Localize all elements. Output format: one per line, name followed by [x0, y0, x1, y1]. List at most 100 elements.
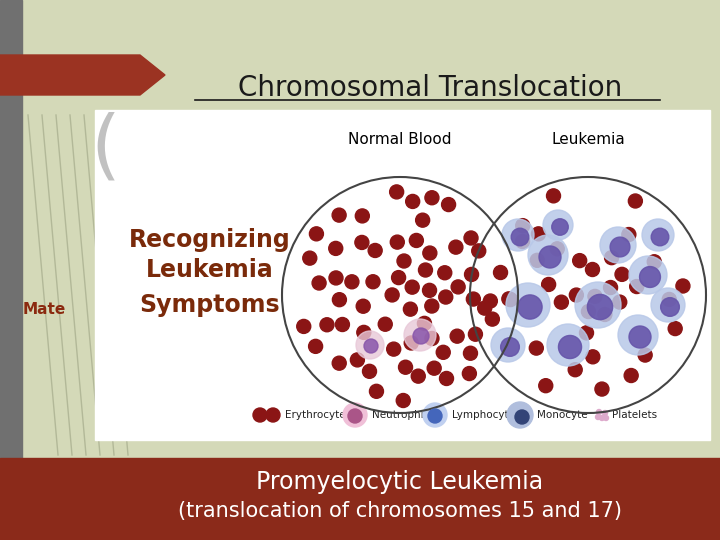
Text: (translocation of chromosomes 15 and 17): (translocation of chromosomes 15 and 17)	[178, 501, 622, 521]
Circle shape	[427, 361, 441, 375]
Circle shape	[441, 198, 456, 212]
Circle shape	[630, 280, 644, 294]
Circle shape	[266, 408, 280, 422]
Circle shape	[404, 319, 436, 351]
Circle shape	[507, 402, 533, 428]
Text: Symptoms: Symptoms	[140, 293, 280, 317]
Circle shape	[423, 246, 437, 260]
Circle shape	[413, 328, 429, 344]
Circle shape	[462, 367, 477, 381]
Circle shape	[493, 266, 508, 280]
Circle shape	[303, 251, 317, 265]
Circle shape	[336, 318, 349, 332]
Circle shape	[613, 295, 626, 309]
Circle shape	[438, 266, 451, 280]
Circle shape	[511, 228, 528, 246]
Bar	[0, 0, 22, 540]
Circle shape	[467, 292, 480, 306]
Circle shape	[451, 280, 465, 294]
Circle shape	[541, 278, 556, 292]
Circle shape	[485, 312, 500, 326]
Circle shape	[502, 292, 516, 306]
Circle shape	[343, 403, 367, 427]
Circle shape	[362, 364, 377, 379]
Circle shape	[530, 253, 544, 267]
Circle shape	[425, 191, 439, 205]
Circle shape	[515, 410, 529, 424]
Circle shape	[661, 298, 680, 316]
Circle shape	[366, 275, 380, 289]
Circle shape	[415, 213, 430, 227]
Circle shape	[595, 382, 609, 396]
Circle shape	[464, 267, 479, 281]
Circle shape	[470, 177, 706, 413]
Circle shape	[582, 305, 595, 319]
Circle shape	[518, 295, 542, 319]
Circle shape	[425, 299, 438, 313]
Text: Lymphocyte: Lymphocyte	[452, 410, 515, 420]
Circle shape	[629, 194, 642, 208]
Circle shape	[312, 276, 326, 290]
Text: Recognizing: Recognizing	[129, 228, 291, 252]
Circle shape	[332, 356, 346, 370]
Circle shape	[355, 235, 369, 249]
Circle shape	[554, 295, 568, 309]
Text: Chromosomal Translocation: Chromosomal Translocation	[238, 74, 622, 102]
Circle shape	[368, 244, 382, 258]
Circle shape	[392, 271, 405, 285]
Circle shape	[436, 345, 450, 359]
Circle shape	[624, 368, 638, 382]
Circle shape	[348, 409, 362, 423]
Circle shape	[378, 317, 392, 331]
Circle shape	[502, 219, 534, 251]
Bar	[0, 458, 720, 540]
Circle shape	[603, 281, 618, 294]
Circle shape	[588, 289, 602, 303]
Circle shape	[418, 263, 433, 277]
Circle shape	[603, 415, 608, 421]
Circle shape	[423, 403, 447, 427]
Circle shape	[500, 338, 519, 356]
Circle shape	[364, 339, 378, 353]
Circle shape	[559, 335, 582, 359]
Circle shape	[651, 228, 669, 246]
Circle shape	[397, 254, 411, 268]
Polygon shape	[0, 55, 165, 95]
Text: Erythrocytes: Erythrocytes	[285, 410, 351, 420]
Circle shape	[610, 237, 630, 257]
Circle shape	[570, 288, 583, 302]
Circle shape	[572, 254, 587, 268]
Circle shape	[622, 227, 636, 241]
Text: Normal Blood: Normal Blood	[348, 132, 451, 147]
Circle shape	[595, 415, 600, 420]
Circle shape	[543, 210, 573, 240]
Text: Neutrophil: Neutrophil	[372, 410, 427, 420]
Circle shape	[483, 294, 498, 308]
Circle shape	[428, 409, 442, 423]
Circle shape	[580, 326, 593, 340]
Circle shape	[333, 293, 346, 307]
Circle shape	[528, 235, 568, 275]
Circle shape	[550, 242, 564, 256]
Circle shape	[585, 262, 600, 276]
Circle shape	[438, 290, 453, 304]
Circle shape	[403, 302, 418, 316]
Circle shape	[529, 341, 544, 355]
Text: Leukemia: Leukemia	[551, 132, 625, 147]
Circle shape	[605, 251, 618, 265]
Circle shape	[449, 240, 463, 254]
Circle shape	[629, 326, 651, 348]
Circle shape	[345, 275, 359, 289]
Circle shape	[546, 189, 560, 203]
Circle shape	[629, 256, 667, 294]
Circle shape	[638, 348, 652, 362]
Circle shape	[282, 177, 518, 413]
Circle shape	[491, 328, 525, 362]
Circle shape	[600, 415, 605, 421]
Circle shape	[603, 410, 608, 415]
Bar	[95, 110, 710, 440]
Circle shape	[598, 307, 612, 321]
Text: Mate: Mate	[23, 302, 66, 318]
Circle shape	[390, 185, 404, 199]
Text: Leukemia: Leukemia	[146, 258, 274, 282]
